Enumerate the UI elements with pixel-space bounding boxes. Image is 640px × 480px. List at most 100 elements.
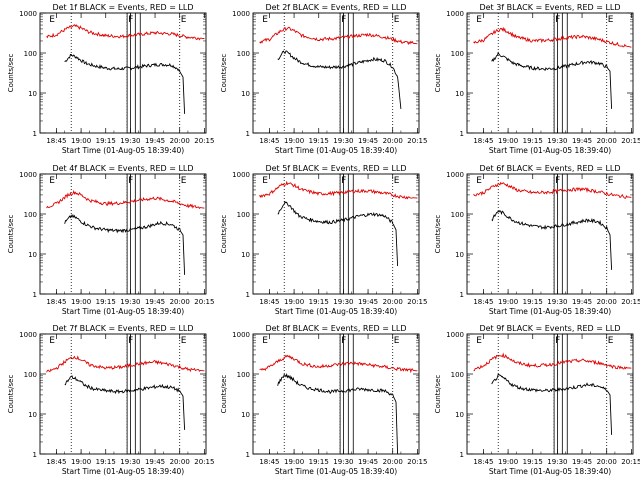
flag-interval-box	[561, 173, 568, 295]
plot-frame	[39, 12, 207, 134]
y-axis-label: Counts/sec	[434, 215, 442, 254]
x-tick-label: 18:45	[259, 298, 279, 306]
x-tick-label: 18:45	[259, 458, 279, 466]
flag-interval-box	[347, 333, 354, 455]
x-tick-label: 18:45	[473, 458, 493, 466]
series-line-events	[277, 200, 399, 267]
series-line-events	[64, 213, 186, 275]
series-line-lld	[473, 181, 632, 199]
x-tick-label: 20:00	[170, 458, 190, 466]
flag-label-e: E	[476, 176, 482, 186]
y-tick-label: 10	[455, 411, 464, 419]
y-tick-label: 100	[24, 211, 37, 219]
x-tick-label: 19:45	[358, 137, 378, 145]
x-axis-label: Start Time (01-Aug-05 18:39:40)	[275, 467, 397, 476]
y-tick-label: 1000	[19, 10, 37, 18]
flag-interval-box	[339, 333, 344, 455]
y-axis-label: Counts/sec	[7, 54, 15, 93]
flag-interval-box	[126, 333, 131, 455]
flag-interval-box	[134, 173, 141, 295]
x-tick-label: 19:15	[96, 137, 116, 145]
y-tick-label: 1000	[19, 331, 37, 339]
x-tick-label: 20:00	[597, 298, 617, 306]
x-tick-label: 18:45	[46, 298, 66, 306]
flag-interval-box	[339, 12, 344, 134]
x-tick-label: 19:00	[71, 137, 91, 145]
y-axis-label: Counts/sec	[220, 375, 228, 414]
y-tick-label: 100	[24, 371, 37, 379]
flag-label-e: E	[49, 15, 55, 25]
y-tick-label: 100	[237, 50, 250, 58]
plot-frame	[252, 173, 420, 295]
plot-frame	[466, 173, 634, 295]
x-axis-label: Start Time (01-Aug-05 18:39:40)	[489, 146, 611, 155]
flag-label-e: E	[49, 176, 55, 186]
x-tick-label: 19:15	[309, 137, 329, 145]
x-tick-label: 19:45	[572, 137, 592, 145]
flag-label-e: E	[262, 176, 268, 186]
x-axis-label: Start Time (01-Aug-05 18:39:40)	[62, 467, 184, 476]
flag-label-f: F	[128, 176, 133, 186]
y-tick-label: 1	[460, 130, 464, 138]
x-axis-label: Start Time (01-Aug-05 18:39:40)	[275, 146, 397, 155]
y-tick-label: 10	[455, 251, 464, 259]
panel-title: Det 9f BLACK = Events, RED = LLD	[479, 324, 620, 333]
y-tick-label: 10	[28, 411, 37, 419]
x-tick-label: 20:15	[194, 458, 214, 466]
plot-frame	[466, 333, 634, 455]
x-tick-label: 19:45	[145, 298, 165, 306]
flag-label-f: F	[128, 15, 133, 25]
y-tick-label: 100	[451, 371, 464, 379]
y-tick-label: 10	[28, 90, 37, 98]
x-tick-label: 19:15	[309, 298, 329, 306]
x-tick-label: 19:15	[523, 458, 543, 466]
series-line-lld	[259, 354, 418, 374]
y-tick-label: 1	[33, 130, 37, 138]
y-axis-label: Counts/sec	[7, 375, 15, 414]
flag-label-f: F	[341, 176, 346, 186]
flag-label-e: E	[476, 15, 482, 25]
flag-interval-box	[134, 333, 141, 455]
x-tick-label: 20:15	[621, 458, 640, 466]
x-tick-label: 19:30	[120, 298, 140, 306]
plot-frame	[252, 333, 420, 455]
x-tick-label: 19:00	[71, 458, 91, 466]
x-tick-label: 19:30	[547, 298, 567, 306]
x-tick-label: 18:45	[46, 137, 66, 145]
x-tick-label: 20:15	[407, 458, 427, 466]
x-tick-label: 19:30	[120, 458, 140, 466]
y-tick-label: 100	[24, 50, 37, 58]
series-line-lld	[46, 189, 205, 210]
y-tick-label: 1000	[446, 10, 464, 18]
x-axis-label: Start Time (01-Aug-05 18:39:40)	[62, 307, 184, 316]
series-line-events	[491, 51, 613, 109]
plot-frame	[39, 173, 207, 295]
y-tick-label: 1	[246, 291, 250, 299]
x-tick-label: 19:00	[498, 458, 518, 466]
y-tick-label: 1000	[446, 331, 464, 339]
x-axis-label: Start Time (01-Aug-05 18:39:40)	[275, 307, 397, 316]
x-tick-label: 20:00	[170, 137, 190, 145]
x-tick-label: 19:45	[572, 298, 592, 306]
y-tick-label: 1	[33, 451, 37, 459]
flag-label-e: E	[476, 336, 482, 346]
flag-label-f: F	[555, 176, 560, 186]
x-tick-label: 19:15	[96, 298, 116, 306]
x-tick-label: 19:45	[358, 458, 378, 466]
panel-title: Det 1f BLACK = Events, RED = LLD	[52, 3, 193, 12]
y-tick-label: 10	[455, 90, 464, 98]
flag-label-e: E	[262, 336, 268, 346]
panel-det-4f: Det 4f BLACK = Events, RED = LLD Counts/s…	[7, 164, 214, 316]
flag-interval-box	[126, 173, 131, 295]
x-tick-label: 19:15	[523, 298, 543, 306]
y-tick-label: 10	[241, 411, 250, 419]
flag-label-f: F	[555, 15, 560, 25]
x-tick-label: 20:00	[383, 458, 403, 466]
x-tick-label: 19:15	[96, 458, 116, 466]
x-tick-label: 19:30	[120, 137, 140, 145]
y-axis-label: Counts/sec	[220, 54, 228, 93]
panel-det-5f: Det 5f BLACK = Events, RED = LLD Counts/s…	[220, 164, 427, 316]
panel-det-8f: Det 8f BLACK = Events, RED = LLD Counts/s…	[220, 324, 427, 476]
flag-label-e: E	[394, 15, 400, 25]
flag-label-e: E	[181, 176, 187, 186]
